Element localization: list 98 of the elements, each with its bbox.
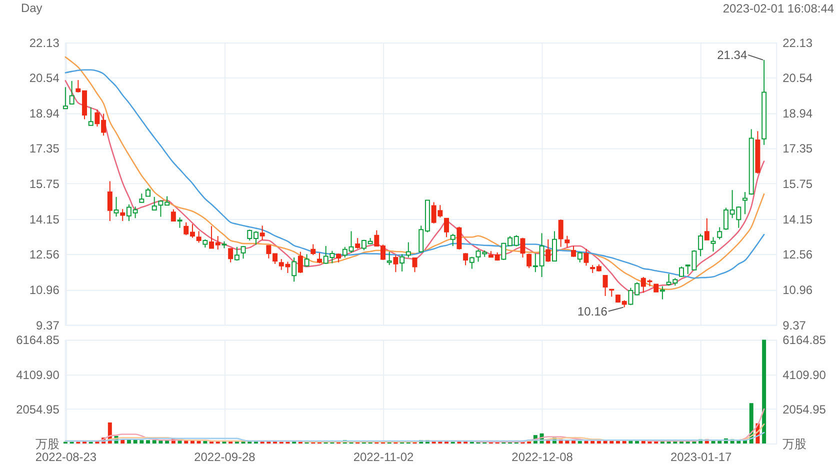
line-series — [64, 432, 765, 442]
y2-tick-label: 9.37 — [782, 318, 806, 332]
candlestick — [393, 254, 398, 273]
candlestick — [310, 244, 316, 256]
candlestick — [584, 248, 589, 266]
candlestick — [564, 235, 570, 248]
y2-tick-label: 6164.85 — [782, 333, 826, 348]
x-tick-label: 2022-11-02 — [353, 450, 414, 464]
candlestick — [742, 192, 748, 215]
candlestick — [558, 218, 564, 248]
y2-tick-label: 14.15 — [782, 212, 813, 227]
y-tick-label: 2054.95 — [16, 402, 60, 416]
candlestick — [316, 252, 322, 264]
candlestick — [552, 230, 557, 262]
candlestick — [139, 193, 144, 204]
candlestick — [660, 286, 665, 300]
bar — [622, 440, 626, 444]
candlestick — [120, 208, 126, 222]
candlestick — [240, 246, 246, 260]
candlestick — [546, 238, 551, 262]
y2-tick-label: 20.54 — [782, 71, 813, 86]
y2-tick-label: 2054.95 — [782, 402, 826, 416]
candlestick — [152, 196, 157, 211]
bar — [140, 440, 144, 444]
annotation: 10.16 — [577, 304, 608, 318]
candlestick — [62, 86, 68, 110]
bar — [635, 440, 640, 444]
y-tick-label: 15.75 — [29, 177, 60, 192]
y2-tick-label: 万股 — [782, 436, 807, 451]
bar — [641, 440, 646, 444]
bar — [762, 340, 766, 444]
candlestick — [386, 251, 392, 266]
candlestick — [196, 230, 202, 244]
candlestick — [412, 257, 418, 273]
candlestick — [463, 252, 468, 266]
candlestick — [450, 233, 456, 247]
candlestick — [292, 257, 297, 282]
candlestick — [717, 226, 722, 240]
candlestick — [170, 208, 176, 222]
candlestick — [444, 218, 450, 238]
candlestick — [602, 274, 608, 297]
text: 2023-02-01 16:08:44 — [722, 2, 834, 16]
candlestick — [355, 238, 360, 250]
candlestick — [400, 254, 405, 272]
x-tick-label: 2022-09-28 — [194, 450, 256, 464]
candlestick — [406, 242, 411, 258]
bar — [596, 440, 601, 444]
bar — [578, 440, 582, 444]
y-tick-label: 22.13 — [29, 36, 60, 50]
y2-tick-label: 17.35 — [782, 142, 813, 156]
candlestick — [698, 233, 704, 257]
bar — [590, 440, 595, 444]
candlestick — [577, 252, 582, 263]
candlestick — [234, 246, 240, 262]
y2-tick-label: 4109.90 — [782, 368, 826, 382]
chart-title: Day — [20, 1, 42, 16]
candlestick — [114, 196, 119, 218]
y-tick-label: 12.56 — [29, 248, 60, 262]
y-tick-label: 10.96 — [29, 283, 60, 298]
candlestick — [88, 106, 94, 126]
y-tick-label: 6164.85 — [16, 333, 60, 348]
candlestick — [260, 225, 265, 241]
y2-tick-label: 12.56 — [782, 248, 813, 262]
candlestick — [571, 246, 576, 258]
candlestick — [304, 254, 310, 268]
candlestick — [679, 266, 684, 278]
candlestick — [710, 236, 716, 252]
y-tick-label: 20.54 — [29, 71, 60, 86]
annotation: 21.34 — [717, 48, 748, 62]
bar — [152, 440, 156, 444]
bar — [616, 440, 620, 444]
bar — [146, 440, 150, 444]
bar — [203, 440, 208, 444]
x-tick-label: 2022-08-23 — [35, 450, 97, 464]
x-tick-label: 2023-01-17 — [670, 450, 732, 464]
y-tick-label: 18.94 — [29, 106, 60, 121]
candlestick — [228, 248, 234, 263]
bar — [196, 440, 201, 444]
y2-tick-label: 10.96 — [782, 283, 813, 298]
y-tick-label: 14.15 — [29, 212, 60, 227]
y-tick-label: 17.35 — [29, 142, 60, 156]
candlestick — [177, 216, 182, 228]
y-tick-label: 万股 — [35, 436, 60, 451]
candlestick — [526, 253, 532, 269]
candlestick — [107, 180, 112, 222]
candlestick — [69, 80, 74, 105]
y-tick-label: 9.37 — [36, 318, 60, 332]
x-tick-label: 2022-12-08 — [512, 450, 574, 464]
candlestick — [704, 218, 710, 241]
candlestick — [520, 237, 526, 258]
bar — [584, 440, 588, 444]
y2-tick-label: 22.13 — [782, 36, 813, 50]
y2-tick-label: 15.75 — [782, 177, 813, 192]
y-tick-label: 4109.90 — [16, 368, 60, 382]
y2-tick-label: 18.94 — [782, 106, 813, 121]
candlestick — [298, 251, 303, 274]
candlestick — [456, 226, 462, 250]
bar — [610, 440, 614, 444]
